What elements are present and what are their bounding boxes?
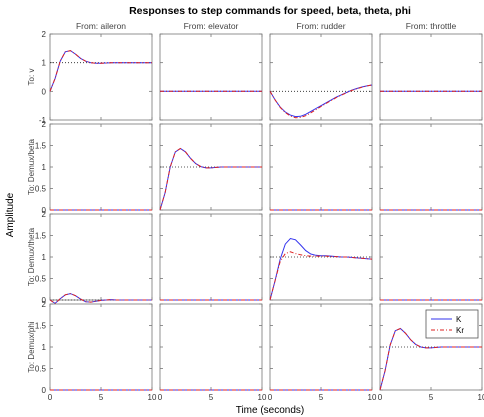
y-tick-label: 2: [42, 210, 47, 219]
series-Kr-line: [379, 327, 482, 391]
y-tick-label: 1: [42, 253, 47, 262]
y-tick-label: 1.5: [35, 232, 47, 241]
y-tick-label: 2: [42, 120, 47, 129]
x-tick-label: 0: [268, 393, 273, 402]
subplot-r2-c3: [379, 213, 483, 301]
x-tick-label: 0: [158, 393, 163, 402]
x-tick-label: 0: [378, 393, 383, 402]
y-tick-label: 0.5: [35, 365, 47, 374]
axes-box: [159, 213, 263, 301]
column-title: From: rudder: [296, 21, 345, 31]
x-axis-label: Time (seconds): [236, 405, 305, 416]
legend-box: [425, 309, 479, 339]
axes-box: [269, 33, 373, 121]
subplot-r3-c1: 0 5 10: [158, 303, 267, 402]
y-tick-label: 1: [42, 163, 47, 172]
row-label: To: Demux/phi: [27, 321, 36, 372]
series-Kr-line: [49, 50, 152, 92]
subplot-r0-c2: [269, 33, 373, 121]
axes-box: [379, 123, 483, 211]
y-tick-label: 0: [42, 296, 47, 305]
axes-box: [49, 303, 153, 391]
y-tick-label: 2: [42, 30, 47, 39]
subplot-r2-c0: 0 0.5 1 1.5 2: [35, 210, 153, 305]
legend-label-Kr: Kr: [456, 326, 464, 335]
subplot-r2-c2: [269, 213, 373, 301]
x-tick-label: 5: [99, 393, 104, 402]
y-tick-label: 1.5: [35, 322, 47, 331]
row-label: To: v: [27, 69, 36, 86]
column-title: From: elevator: [184, 21, 239, 31]
subplot-r3-c2: 0 5 10: [268, 303, 377, 402]
column-title: From: throttle: [406, 21, 457, 31]
subplot-r1-c1: [159, 123, 263, 211]
x-tick-label: 10: [258, 393, 267, 402]
axes-box: [49, 213, 153, 301]
y-tick-label: 0: [42, 386, 47, 395]
y-tick-label: 1: [42, 59, 47, 68]
x-tick-label: 0: [48, 393, 53, 402]
y-tick-label: 0: [42, 206, 47, 215]
axes-box: [159, 303, 263, 391]
x-tick-label: 5: [209, 393, 214, 402]
axes-box: [159, 33, 263, 121]
subplot-r1-c2: [269, 123, 373, 211]
y-tick-label: 0: [42, 87, 47, 96]
axes-box: [49, 33, 153, 121]
axes-box: [379, 33, 483, 121]
row-label: To: Demux/beta: [27, 138, 36, 195]
subplot-r0-c0: -1 0 1 2: [39, 30, 153, 125]
subplot-r0-c3: [379, 33, 483, 121]
x-tick-label: 10: [368, 393, 377, 402]
subplot-r3-c0: 0 0.5 1 1.5 2 0 5 10: [35, 300, 157, 402]
y-tick-label: -1: [39, 116, 47, 125]
series-Kr-line: [269, 84, 373, 119]
legend: K Kr: [425, 309, 479, 339]
y-tick-label: 1.5: [35, 142, 47, 151]
x-tick-label: 10: [148, 393, 157, 402]
row-label: To: Demux/theta: [27, 227, 36, 286]
chart-title: Responses to step commands for speed, be…: [129, 5, 411, 17]
series-Kr-line: [49, 293, 152, 305]
y-tick-label: 2: [42, 300, 47, 309]
series-Kr-line: [159, 147, 262, 211]
subplot-r1-c3: [379, 123, 483, 211]
y-tick-label: 0.5: [35, 275, 47, 284]
axes-box: [379, 213, 483, 301]
x-tick-label: 5: [429, 393, 434, 402]
y-tick-label: 1: [42, 343, 47, 352]
axes-box: [49, 123, 153, 211]
y-tick-label: 0.5: [35, 185, 47, 194]
column-title: From: aileron: [76, 21, 126, 31]
x-tick-label: 10: [478, 393, 484, 402]
subplot-r0-c1: [159, 33, 263, 121]
subplot-r2-c1: [159, 213, 263, 301]
series-Kr-line: [269, 251, 373, 301]
axes-box: [269, 123, 373, 211]
x-tick-label: 5: [319, 393, 324, 402]
series-K-line: [269, 84, 373, 118]
y-axis-label: Amplitude: [5, 192, 16, 237]
subplot-r1-c0: 0 0.5 1 1.5 2: [35, 120, 153, 215]
axes-box: [269, 303, 373, 391]
legend-label-K: K: [456, 315, 462, 324]
